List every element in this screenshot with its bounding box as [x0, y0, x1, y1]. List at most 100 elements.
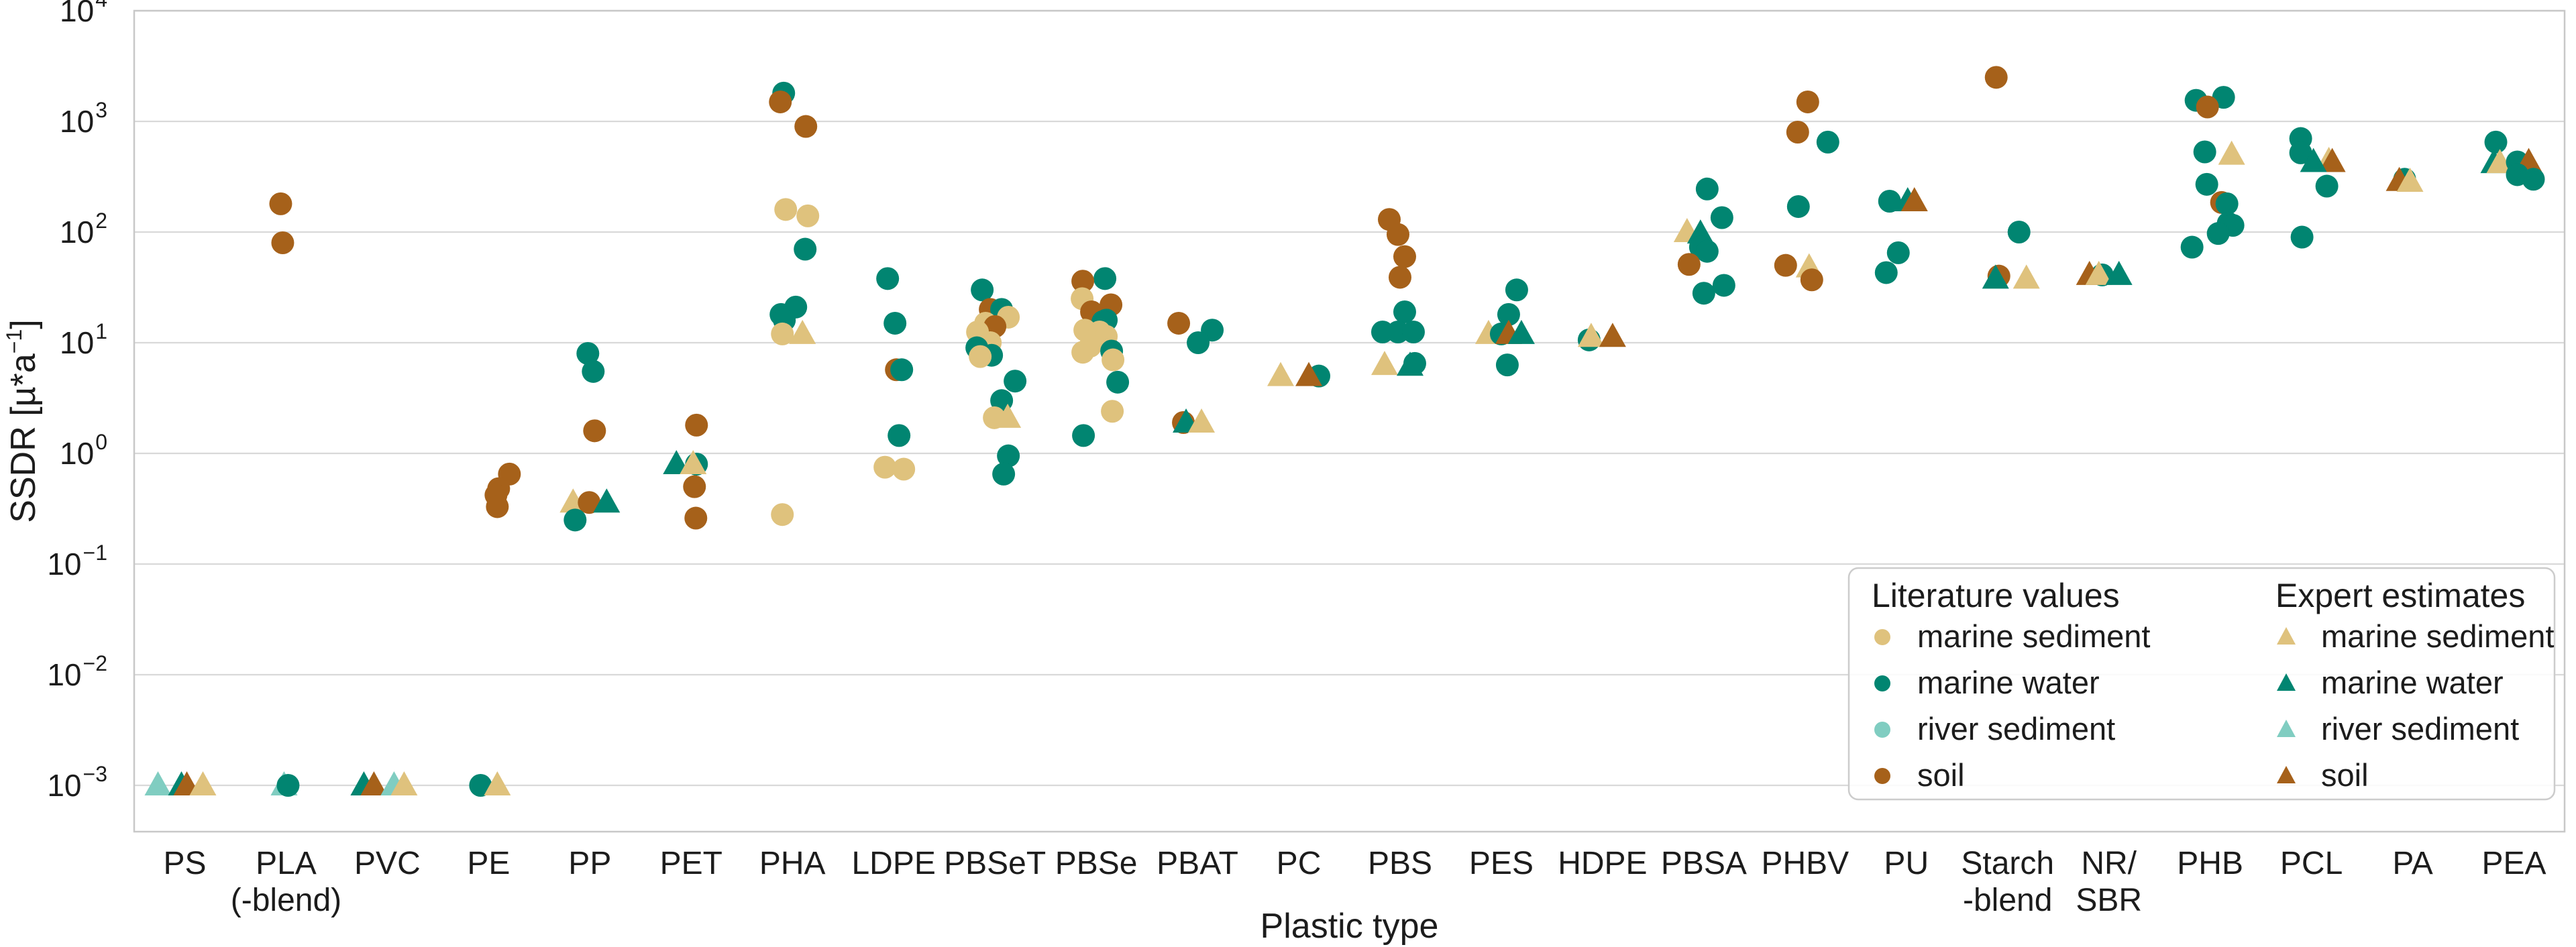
data-point [997, 444, 1020, 467]
data-point [1695, 177, 1719, 201]
x-category-label: PLA (-blend) [231, 846, 341, 918]
legend-marker-triangle-icon [2277, 673, 2296, 691]
data-point [883, 311, 907, 335]
data-point [144, 771, 172, 795]
data-point [1686, 219, 1714, 244]
data-point [2105, 260, 2133, 285]
x-category-label: PBSeT [944, 846, 1046, 881]
data-point [890, 358, 914, 382]
data-point [794, 237, 817, 261]
data-point [1505, 278, 1528, 302]
data-point [794, 115, 818, 138]
data-point [1710, 206, 1733, 229]
legend-marker-triangle-icon [2277, 766, 2296, 783]
data-point [1004, 370, 1027, 393]
data-point [582, 359, 605, 383]
legend-entry-label: river sediment [2321, 711, 2519, 746]
data-point [771, 322, 794, 345]
data-point [1495, 353, 1519, 377]
data-point [390, 771, 418, 795]
x-category-label: PEA [2481, 846, 2546, 881]
data-point [2085, 260, 2112, 285]
data-point [1774, 254, 1797, 277]
x-category-label: PCL [2280, 846, 2343, 881]
data-point [1497, 302, 1520, 326]
x-category-label: PHBV [1761, 846, 1849, 881]
data-point [1401, 321, 1425, 344]
y-axis-title: SSDR [µ*a−1] [2, 319, 43, 522]
x-category-label: PE [467, 846, 510, 881]
data-point [1816, 130, 1839, 154]
data-point [2484, 130, 2508, 154]
x-category-label: PBSe [1055, 846, 1138, 881]
x-category-label: HDPE [1558, 846, 1647, 881]
data-point [685, 413, 708, 437]
data-point [1393, 300, 1416, 324]
legend-entry-label: soil [1917, 757, 1965, 793]
data-point [2012, 264, 2040, 289]
data-point [1786, 194, 1810, 218]
data-point [969, 345, 992, 368]
data-point [1093, 267, 1117, 290]
data-point [2215, 192, 2239, 215]
legend-entry-label: marine sediment [1917, 618, 2150, 654]
legend-marker-circle-icon [1874, 722, 1890, 738]
data-point [796, 204, 820, 227]
data-point [1071, 341, 1095, 364]
data-point [484, 771, 511, 795]
data-point [888, 424, 911, 447]
y-tick-label: 10−2 [47, 651, 107, 692]
x-category-label: Starch -blend [1961, 846, 2054, 918]
data-point [2300, 148, 2327, 172]
y-tick-label: 101 [60, 319, 107, 360]
data-point [1695, 239, 1719, 263]
y-tick-label: 10−3 [47, 762, 107, 803]
x-category-label: NR/SBR [2076, 846, 2142, 918]
x-category-label: PS [163, 846, 206, 881]
legend-box [1847, 567, 2556, 801]
data-point [564, 508, 587, 532]
plot-frame [133, 9, 2566, 833]
data-point [1187, 331, 1210, 354]
data-point [683, 475, 706, 498]
data-point [1900, 187, 1928, 212]
data-point [1403, 351, 1426, 375]
y-tick-label: 102 [60, 209, 107, 249]
data-point [2206, 222, 2230, 245]
data-point [1072, 424, 1095, 447]
legend-title: Expert estimates [2275, 577, 2525, 614]
data-point [1786, 120, 1809, 144]
legend-marker-circle-icon [1874, 675, 1890, 691]
data-point [1878, 190, 1901, 213]
x-category-label: PBS [1368, 846, 1432, 881]
legend-entry-label: marine water [2321, 665, 2504, 700]
y-tick-label: 104 [60, 0, 107, 28]
data-point [992, 462, 1016, 486]
legend-marker-triangle-icon [2277, 720, 2296, 737]
data-point [1102, 348, 1125, 372]
legend: Literature values marine sediment marine w… [1847, 567, 2556, 801]
data-point [1577, 323, 1605, 347]
data-point [1982, 264, 2009, 289]
data-point [1295, 361, 1323, 386]
data-point [1371, 351, 1398, 376]
data-point [1507, 319, 1535, 344]
x-category-label: PHA [759, 846, 826, 881]
data-point [994, 403, 1022, 428]
data-point [2196, 95, 2219, 119]
data-point [2193, 140, 2216, 164]
data-point [971, 278, 994, 302]
x-category-label: PA [2392, 846, 2432, 881]
data-point [1677, 253, 1701, 276]
data-point [2396, 167, 2424, 192]
data-point [2007, 221, 2031, 243]
data-point [276, 774, 300, 797]
y-tick-label: 10−1 [47, 541, 107, 581]
data-point [583, 419, 606, 443]
x-category-label: PVC [354, 846, 421, 881]
legend-entry-label: marine sediment [2321, 618, 2554, 654]
y-tick-label: 100 [60, 430, 107, 471]
data-point [789, 319, 816, 344]
x-category-label: PBSA [1661, 846, 1747, 881]
